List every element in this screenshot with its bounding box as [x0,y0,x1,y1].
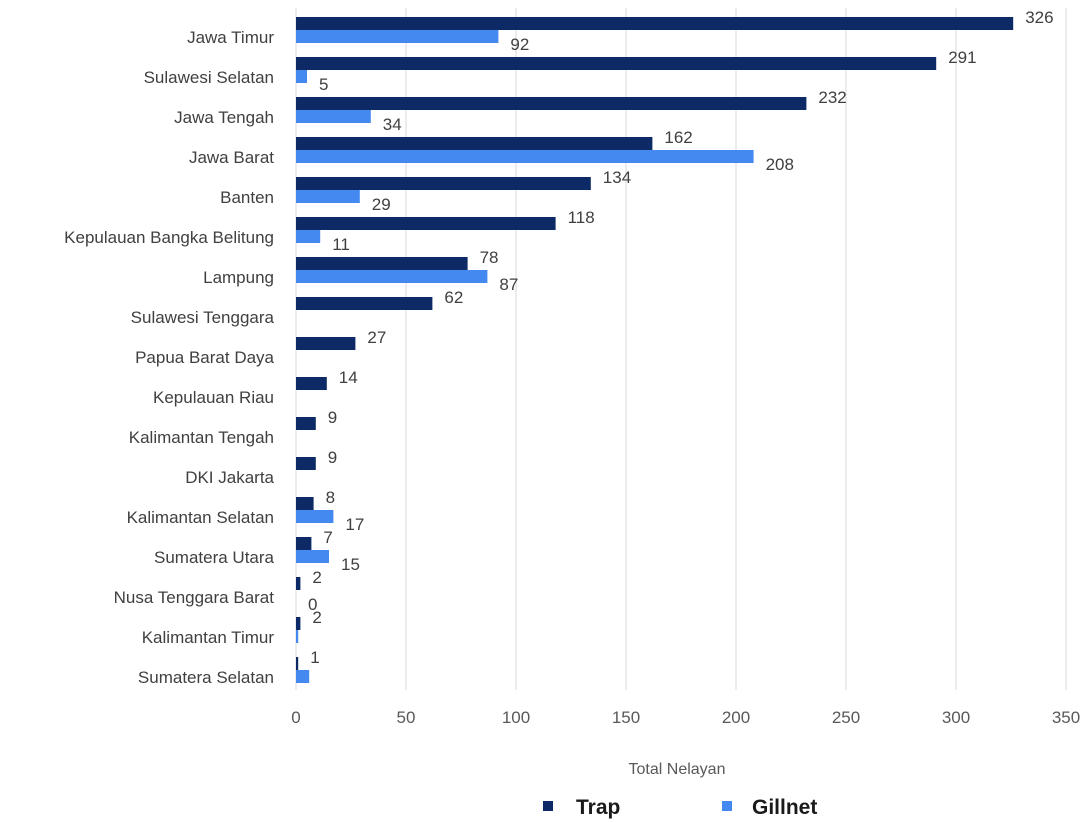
data-label-trap: 291 [948,48,976,67]
bar-trap [296,137,653,150]
x-tick-350: 350 [1052,708,1080,727]
bar-gillnet [296,190,360,203]
x-tick-200: 200 [722,708,750,727]
bar-trap [296,537,312,550]
legend-swatch-gillnet [722,801,732,811]
category-label: Jawa Timur [187,28,274,47]
bar-gillnet [296,270,488,283]
legend-swatch-trap [543,801,553,811]
data-label-trap: 118 [568,208,595,227]
bar-trap [296,217,556,230]
category-label: Sulawesi Tenggara [131,308,275,327]
bar-gillnet [296,230,321,243]
legend: Trap Gillnet [543,796,817,819]
data-label-trap: 78 [480,248,499,267]
x-tick-labels: 0 50 100 150 200 250 300 350 [291,708,1080,727]
bar-trap [296,297,433,310]
bar-trap [296,177,591,190]
bar-trap [296,337,356,350]
category-label: Kepulauan Riau [153,388,274,407]
bar-trap [296,617,301,630]
category-label: Jawa Tengah [174,108,274,127]
data-label-trap: 9 [328,448,337,467]
bar-trap [296,97,807,110]
category-label: Papua Barat Daya [135,348,274,367]
data-label-trap: 8 [326,488,335,507]
category-label: Kalimantan Selatan [127,508,274,527]
bar-trap [296,57,937,70]
legend-label-gillnet: Gillnet [752,796,817,819]
data-label-gillnet: 87 [499,275,518,294]
bar-trap [296,577,301,590]
bar-gillnet [296,150,754,163]
bar-trap [296,457,316,470]
bar-trap [296,257,468,270]
data-label-gillnet: 208 [766,155,794,174]
category-label: Sulawesi Selatan [144,68,274,87]
x-tick-250: 250 [832,708,860,727]
category-label: Banten [220,188,274,207]
bar-trap [296,497,314,510]
data-label-trap: 162 [664,128,692,147]
data-label-gillnet: 34 [383,115,402,134]
data-label-gillnet: 0 [308,595,317,614]
x-tick-150: 150 [612,708,640,727]
category-label: Lampung [203,268,274,287]
category-label: Sumatera Selatan [138,668,274,687]
data-label-trap: 1 [310,648,319,667]
data-label-trap: 2 [312,608,321,627]
bar-gillnet [296,70,307,83]
x-tick-0: 0 [291,708,300,727]
bar-gillnet [296,630,299,643]
bar-gillnet [296,670,310,683]
x-tick-300: 300 [942,708,970,727]
bar-gillnet [296,110,371,123]
bar-trap [296,17,1014,30]
category-label: Sumatera Utara [154,548,275,567]
bar-trap [296,657,299,670]
legend-label-trap: Trap [576,796,620,819]
category-labels: Jawa Timur Sulawesi Selatan Jawa Tengah Jaw… [64,28,274,687]
data-label-gillnet: 11 [332,235,350,254]
data-label-gillnet: 17 [345,515,364,534]
bar-trap [296,417,316,430]
x-axis-title: Total Nelayan [629,761,726,778]
data-labels: 3262912321621341187862271499872219253420… [308,8,1054,667]
x-tick-50: 50 [397,708,416,727]
data-label-gillnet: 5 [319,75,328,94]
bar-trap [296,377,327,390]
bar-gillnet [296,510,334,523]
data-label-trap: 9 [328,408,337,427]
x-tick-100: 100 [502,708,530,727]
data-label-trap: 7 [323,528,332,547]
bars [296,17,1014,683]
data-label-trap: 62 [444,288,463,307]
data-label-trap: 2 [312,568,321,587]
category-label: Jawa Barat [189,148,274,167]
category-label: Kalimantan Tengah [129,428,274,447]
data-label-gillnet: 29 [372,195,391,214]
category-label: Kalimantan Timur [142,628,275,647]
data-label-gillnet: 92 [510,35,529,54]
category-label: Kepulauan Bangka Belitung [64,228,274,247]
bar-gillnet [296,30,499,43]
grid-lines [295,8,1067,690]
data-label-gillnet: 15 [341,555,360,574]
category-label: Nusa Tenggara Barat [114,588,275,607]
category-label: DKI Jakarta [185,468,274,487]
data-label-trap: 232 [818,88,846,107]
data-label-trap: 14 [339,368,358,387]
bar-gillnet [296,550,329,563]
data-label-trap: 27 [367,328,386,347]
data-label-trap: 134 [603,168,631,187]
data-label-trap: 326 [1025,8,1053,27]
